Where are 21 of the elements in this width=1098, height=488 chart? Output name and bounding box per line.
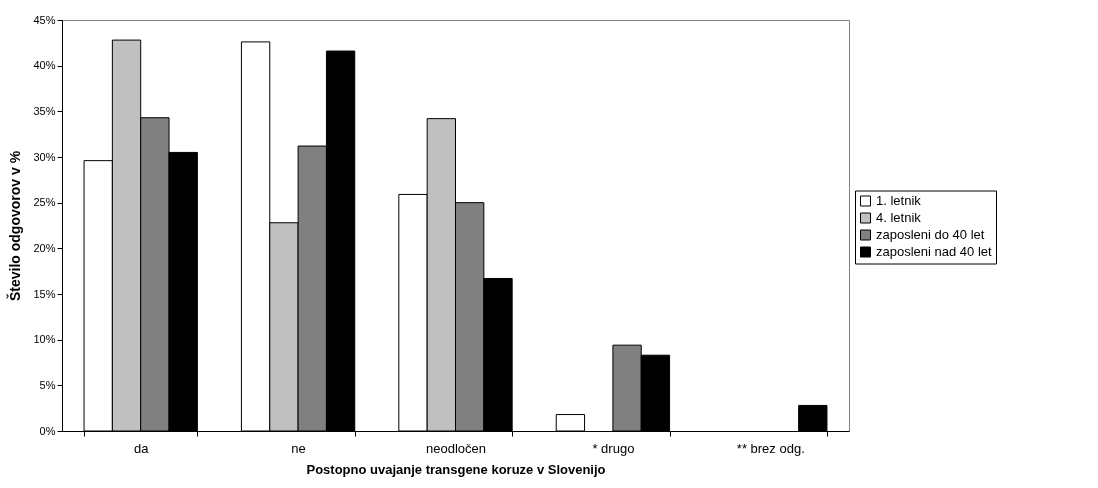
x-tick-label: da: [133, 440, 150, 456]
y-tick-label: 25%: [33, 196, 56, 209]
y-tick-label: 45%: [33, 13, 56, 26]
y-tick-label: 20%: [33, 241, 56, 254]
x-axis-title: Postopno uvajanje transgene koruze v Slovenijo: [306, 461, 606, 477]
y-tick-label: 40%: [33, 59, 56, 72]
x-tick-label: ** brez odg.: [736, 440, 805, 456]
legend-label: zaposleni do 40 let: [876, 227, 985, 242]
legend-label: 4. letnik: [876, 210, 922, 225]
x-tick-label: ne: [291, 440, 306, 456]
y-tick-label: 35%: [33, 104, 56, 117]
y-tick-label: 5%: [39, 378, 56, 391]
y-axis-title: Število odgovorov v %: [6, 150, 24, 302]
y-tick-label: 10%: [33, 333, 56, 346]
legend-label: zaposleni nad 40 let: [876, 244, 993, 259]
y-tick-label: 30%: [33, 150, 56, 163]
y-tick-label: 15%: [33, 287, 56, 300]
x-tick-label: * drugo: [592, 440, 635, 456]
legend-label: 1. letnik: [876, 193, 922, 208]
y-tick-label: 0%: [39, 424, 56, 437]
x-tick-label: neodločen: [426, 440, 486, 456]
